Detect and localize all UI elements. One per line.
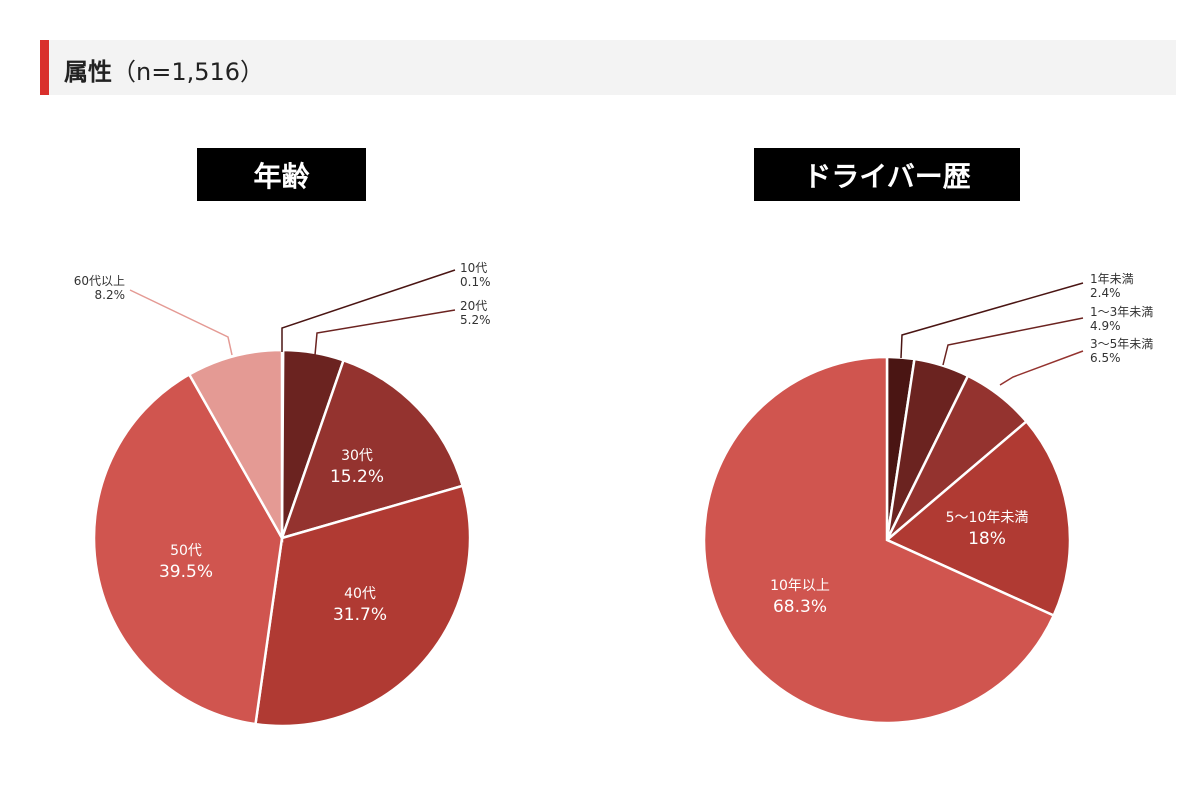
- slice-value: 39.5%: [159, 562, 213, 582]
- leader-line: [129, 289, 233, 356]
- pie-slice: [702, 355, 1056, 725]
- pie-slice: [884, 419, 1072, 618]
- slice-value: 15.2%: [330, 467, 384, 487]
- slice-value: 0.1%: [460, 275, 491, 289]
- slice-label: 10代: [460, 261, 487, 275]
- slice-value: 18%: [968, 529, 1006, 549]
- slice-value: 2.4%: [1090, 286, 1121, 300]
- pie-slice: [187, 348, 284, 543]
- slice-value: 4.9%: [1090, 319, 1121, 333]
- leader-line: [314, 309, 456, 356]
- slice-label: 20代: [460, 299, 487, 313]
- chart-title-experience: ドライバー歴: [754, 148, 1020, 201]
- pie-slice: [280, 358, 465, 540]
- slice-value: 8.2%: [95, 288, 126, 302]
- slice-label: 30代: [341, 448, 373, 464]
- title-text: 属性: [64, 58, 112, 86]
- leader-line: [900, 282, 1084, 359]
- slice-label: 1〜3年未満: [1090, 305, 1153, 319]
- pie-slice: [254, 484, 472, 728]
- slice-label: 50代: [170, 543, 202, 559]
- slice-label: 60代以上: [74, 274, 125, 288]
- leader-line: [999, 350, 1084, 386]
- leader-line: [942, 317, 1084, 366]
- chart-title-age: 年齢: [197, 148, 366, 201]
- slice-label: 3〜5年未満: [1090, 337, 1153, 351]
- leader-line: [281, 269, 456, 352]
- pie-slice: [92, 372, 284, 726]
- slice-label: 5〜10年未満: [946, 510, 1029, 526]
- accent-bar: [40, 40, 49, 95]
- sample-size: （n=1,516）: [112, 58, 265, 86]
- section-title: 属性（n=1,516）: [64, 52, 264, 87]
- slice-value: 6.5%: [1090, 351, 1121, 365]
- slice-label: 40代: [344, 586, 376, 602]
- slice-value: 68.3%: [773, 597, 827, 617]
- slice-label: 1年未満: [1090, 272, 1134, 286]
- slice-value: 31.7%: [333, 605, 387, 625]
- section-header: 属性（n=1,516）: [40, 40, 1176, 95]
- slice-value: 5.2%: [460, 313, 491, 327]
- slice-label: 10年以上: [770, 578, 830, 594]
